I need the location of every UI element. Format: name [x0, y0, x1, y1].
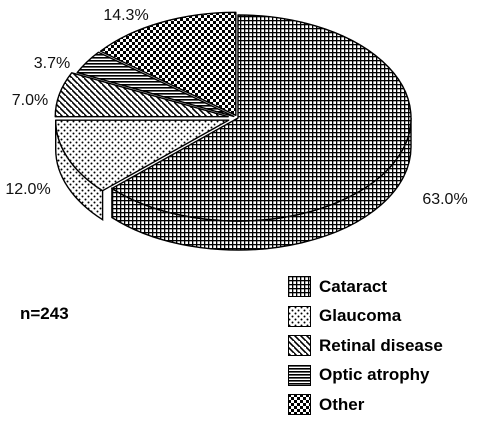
pie-slice-optic-atrophy: [76, 51, 235, 118]
legend-swatch-cataract: [288, 276, 311, 298]
legend-label-retinal-disease: Retinal disease: [319, 335, 443, 355]
data-label-cataract: 63.0%: [422, 191, 467, 208]
legend-item-retinal-disease: Retinal disease: [288, 331, 443, 361]
data-label-glaucoma: 12.0%: [5, 181, 50, 198]
data-label-retinal-disease: 7.0%: [12, 92, 48, 109]
data-label-optic-atrophy: 3.7%: [34, 55, 70, 72]
legend-item-glaucoma: Glaucoma: [288, 302, 443, 332]
legend-label-glaucoma: Glaucoma: [319, 306, 402, 326]
legend-swatch-glaucoma: [288, 305, 311, 327]
pie-slice-glaucoma: [55, 119, 230, 192]
legend-swatch-retinal-disease: [288, 335, 311, 357]
legend-item-optic-atrophy: Optic atrophy: [288, 361, 443, 391]
chart-legend: Cataract Glaucoma Retinal disease Optic …: [288, 272, 443, 420]
legend-item-cataract: Cataract: [288, 272, 443, 302]
legend-label-cataract: Cataract: [319, 276, 388, 296]
data-label-other: 14.3%: [103, 7, 148, 24]
pie-slice-other: [99, 11, 237, 117]
sample-size-note: n=243: [20, 304, 69, 323]
legend-label-optic-atrophy: Optic atrophy: [319, 365, 430, 385]
pie-slice-cataract: [111, 14, 412, 222]
legend-swatch-optic-atrophy: [288, 364, 311, 386]
pie-slice-retinal-disease: [54, 72, 229, 118]
legend-item-other: Other: [288, 390, 443, 420]
legend-label-other: Other: [319, 394, 365, 414]
legend-swatch-other: [288, 394, 311, 416]
